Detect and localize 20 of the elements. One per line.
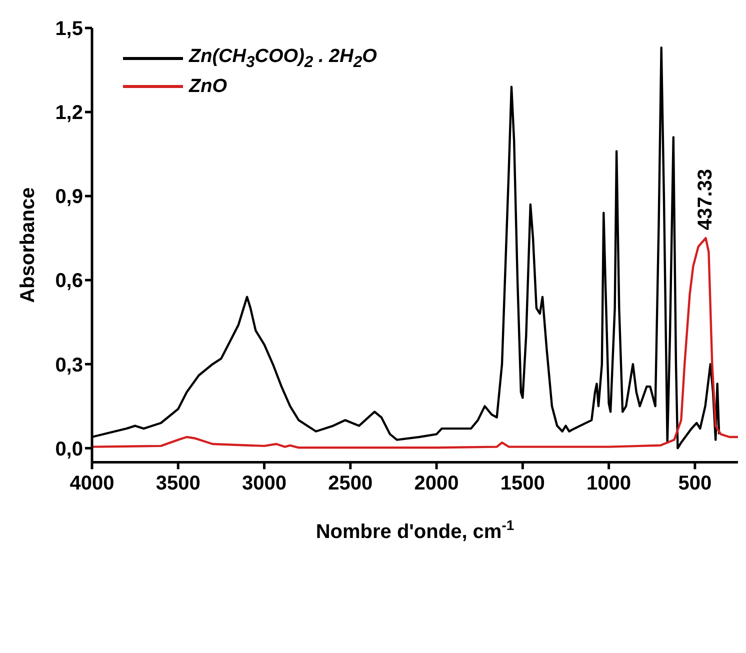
y-tick-label: 0,9 xyxy=(55,186,83,208)
legend-label: Zn(CH$_{3}$COO)$_{2}$ . 2H$_{2}$O xyxy=(189,46,377,72)
x-tick-label: 1000 xyxy=(586,472,632,494)
line-series xyxy=(92,237,738,449)
x-tick-label: 2000 xyxy=(414,472,459,494)
y-tick-label: 0,0 xyxy=(55,438,83,460)
x-axis-title: Nombre d'onde, cm$^{-1}$ xyxy=(316,517,514,544)
y-axis-title: Absorbance xyxy=(17,187,39,303)
legend-label: ZnO xyxy=(189,76,227,98)
y-tick-label: 0,3 xyxy=(55,354,83,376)
x-tick-label: 3000 xyxy=(242,472,287,494)
x-tick-label: 500 xyxy=(678,472,712,494)
x-tick-label: 1500 xyxy=(500,472,545,494)
x-tick-label: 2500 xyxy=(328,472,373,494)
annotation: 437.33 xyxy=(694,168,717,230)
y-tick-label: 0,6 xyxy=(55,270,83,292)
x-tick-label: 3500 xyxy=(156,472,200,494)
y-tick-label: 1,2 xyxy=(55,102,83,124)
y-tick-label: 1,5 xyxy=(55,18,83,40)
x-tick-label: 4000 xyxy=(70,472,114,494)
